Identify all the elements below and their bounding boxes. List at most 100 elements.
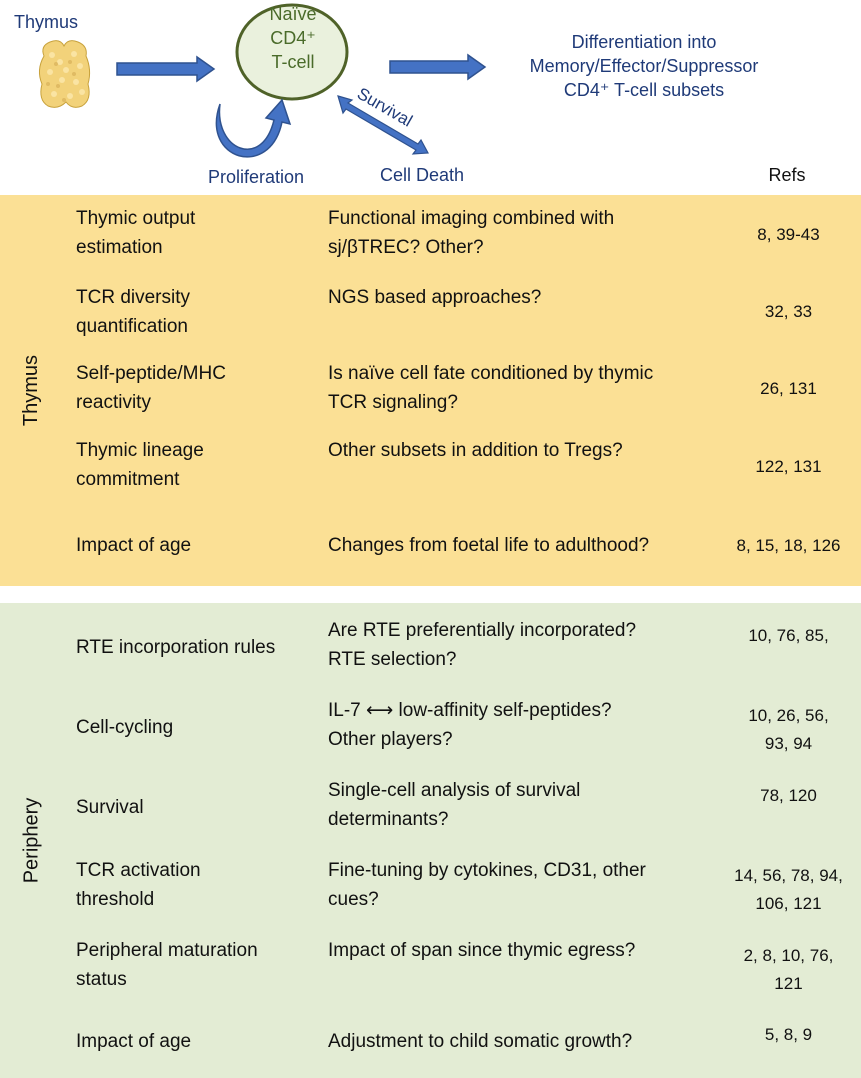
topic-text: RTE incorporation rules xyxy=(76,633,275,662)
topic-line: quantification xyxy=(76,316,188,337)
refs-cell: 8, 15, 18, 126 xyxy=(716,509,861,582)
question-line: NGS based approaches? xyxy=(328,287,542,308)
survival-death-double-arrow-icon xyxy=(337,95,429,155)
topic-line: Self-peptide/MHC xyxy=(76,363,226,384)
topic-cell: TCR diversity quantification xyxy=(64,277,309,347)
question-cell: Are RTE preferentially incorporated? RTE … xyxy=(316,610,709,684)
topic-cell: Self-peptide/MHC reactivity xyxy=(64,353,309,424)
question-cell: Is naïve cell fate conditioned by thymic… xyxy=(316,353,709,424)
question-cell: Functional imaging combined with sj/βTREC… xyxy=(316,198,709,271)
topic-line: commitment xyxy=(76,469,180,490)
question-text: Single-cell analysis of survival determin… xyxy=(328,776,699,834)
question-line: determinants? xyxy=(328,809,449,830)
refs-cell: 122, 131 xyxy=(716,430,861,503)
refs-cell: 14, 56, 78, 94, 106, 121 xyxy=(716,850,861,924)
refs-cell: 10, 76, 85, xyxy=(716,610,861,684)
question-line: Are RTE preferentially incorporated? xyxy=(328,620,637,641)
question-line: Fine-tuning by cytokines, CD31, other xyxy=(328,860,646,881)
table-row: Survival Single-cell analysis of survival… xyxy=(0,770,861,844)
topic-line: reactivity xyxy=(76,392,151,413)
table-row: Self-peptide/MHC reactivity Is naïve cell … xyxy=(0,353,861,424)
topic-line: Impact of age xyxy=(76,1031,192,1052)
topic-text: Survival xyxy=(76,793,144,822)
topic-cell: Survival xyxy=(64,770,309,844)
question-line: TCR signaling? xyxy=(328,392,458,413)
topic-cell: Cell-cycling xyxy=(64,690,309,764)
topic-cell: Thymic output estimation xyxy=(64,198,309,271)
topic-line: threshold xyxy=(76,889,155,910)
table-row: Impact of age Changes from foetal life to… xyxy=(0,509,861,582)
refs-text: 78, 120 xyxy=(760,786,817,805)
topic-text: Cell-cycling xyxy=(76,713,173,742)
question-line: Is naïve cell fate conditioned by thymic xyxy=(328,363,654,384)
question-cell: Single-cell analysis of survival determin… xyxy=(316,770,709,844)
refs-text: 10, 76, 85, xyxy=(748,626,829,645)
topic-line: Peripheral maturation xyxy=(76,940,258,961)
refs-text: 8, 39-43 xyxy=(757,224,820,244)
question-line: Other players? xyxy=(328,729,453,750)
question-line: Single-cell analysis of survival xyxy=(328,780,581,801)
differentiation-line-2: Memory/Effector/Suppressor xyxy=(529,56,759,76)
naive-cell-ellipse xyxy=(235,3,349,101)
thymus-organ-icon xyxy=(38,40,91,108)
topic-cell: RTE incorporation rules xyxy=(64,610,309,684)
question-cell: Adjustment to child somatic growth? xyxy=(316,1009,709,1074)
question-text: Changes from foetal life to adulthood? xyxy=(328,531,649,560)
lifecycle-diagram: Survival Thymus Naïve CD4⁺ T-cell Differ… xyxy=(0,0,861,195)
topic-line: estimation xyxy=(76,237,163,258)
question-text: Are RTE preferentially incorporated? RTE … xyxy=(328,616,699,674)
question-line: Changes from foetal life to adulthood? xyxy=(328,535,650,556)
topic-text: TCR diversity quantification xyxy=(76,283,299,341)
topic-line: Thymic lineage xyxy=(76,440,204,461)
table-row: TCR diversity quantification NGS based app… xyxy=(0,277,861,347)
refs-cell: 2, 8, 10, 76, 121 xyxy=(716,930,861,1003)
topic-line: Impact of age xyxy=(76,535,192,556)
table-row: Impact of age Adjustment to child somatic… xyxy=(0,1009,861,1074)
question-line: Impact of span since thymic egress? xyxy=(328,940,636,961)
topic-cell: TCR activation threshold xyxy=(64,850,309,924)
topic-line: Cell-cycling xyxy=(76,716,174,738)
topic-cell: Impact of age xyxy=(64,509,309,582)
question-cell: Changes from foetal life to adulthood? xyxy=(316,509,709,582)
topic-cell: Peripheral maturation status xyxy=(64,930,309,1003)
proliferation-label: Proliferation xyxy=(207,167,305,187)
question-cell: IL-7 ⟷ low-affinity self-peptides? Other … xyxy=(316,690,709,764)
topic-text: Peripheral maturation status xyxy=(76,936,299,994)
table-row: Cell-cycling IL-7 ⟷ low-affinity self-pep… xyxy=(0,690,861,764)
refs-cell: 78, 120 xyxy=(716,770,861,844)
thymus-label: Thymus xyxy=(13,12,78,32)
refs-text: 32, 33 xyxy=(764,302,813,321)
arrow-thymus-to-naive-icon xyxy=(116,55,216,83)
table-row: RTE incorporation rules Are RTE preferent… xyxy=(0,610,861,684)
refs-text: 14, 56, 78, 94, 106, 121 xyxy=(734,866,843,913)
table-row: Thymic lineage commitment Other subsets in… xyxy=(0,430,861,503)
table-row: TCR activation threshold Fine-tuning by cy… xyxy=(0,850,861,924)
refs-cell: 26, 131 xyxy=(716,353,861,424)
topic-line: TCR diversity xyxy=(76,287,191,308)
question-line: Functional imaging combined with xyxy=(328,208,615,229)
question-line: Other subsets in addition to Tregs? xyxy=(328,440,623,461)
question-cell: Impact of span since thymic egress? xyxy=(316,930,709,1003)
naive-cell-label: Naïve CD4⁺ T-cell xyxy=(238,2,348,74)
topic-text: Impact of age xyxy=(76,1027,191,1056)
topic-cell: Thymic lineage commitment xyxy=(64,430,309,503)
refs-cell: 5, 8, 9 xyxy=(716,1009,861,1074)
question-line: cues? xyxy=(328,889,379,910)
refs-cell: 10, 26, 56, 93, 94 xyxy=(716,690,861,764)
periphery-section: Periphery RTE incorporation rules Are RTE… xyxy=(0,603,861,1078)
refs-header: Refs xyxy=(768,165,806,185)
refs-text: 122, 131 xyxy=(755,456,822,476)
naive-line-3: T-cell xyxy=(271,52,315,72)
question-cell: Other subsets in addition to Tregs? xyxy=(316,430,709,503)
topic-line: status xyxy=(76,969,127,990)
topic-text: Self-peptide/MHC reactivity xyxy=(76,359,299,417)
question-text: IL-7 ⟷ low-affinity self-peptides? Other … xyxy=(328,696,699,754)
refs-text: 8, 15, 18, 126 xyxy=(736,535,841,555)
question-text: Other subsets in addition to Tregs? xyxy=(328,436,699,465)
topic-line: Thymic output xyxy=(76,208,196,229)
table-row: Thymic output estimation Functional imagin… xyxy=(0,198,861,271)
question-cell: NGS based approaches? xyxy=(316,277,709,347)
question-text: Fine-tuning by cytokines, CD31, other cue… xyxy=(328,856,699,914)
topic-text: Thymic lineage commitment xyxy=(76,436,299,494)
refs-text: 5, 8, 9 xyxy=(764,1025,813,1044)
